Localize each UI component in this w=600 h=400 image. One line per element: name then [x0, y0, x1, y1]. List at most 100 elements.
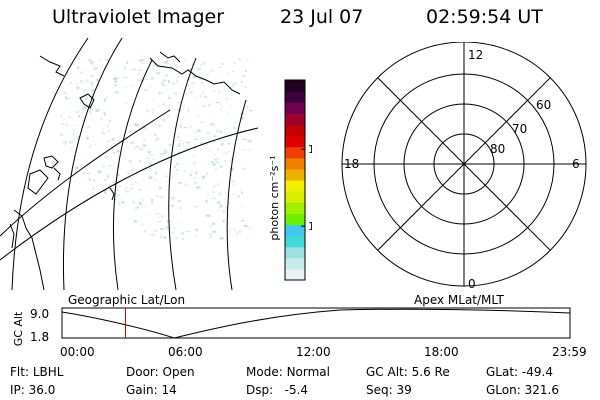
uv-speckle [172, 196, 176, 199]
uv-speckle [242, 138, 247, 141]
uv-speckle [89, 111, 92, 114]
uv-speckle [214, 159, 217, 162]
uv-speckle [135, 145, 139, 148]
seq-value: 39 [396, 383, 412, 397]
uv-speckle [206, 172, 208, 176]
longitude-line [63, 38, 123, 290]
uv-speckle [218, 90, 220, 94]
uv-speckle [179, 207, 183, 209]
uv-speckle [173, 92, 177, 94]
uv-speckle [120, 129, 122, 131]
colorbar-frame [284, 79, 306, 281]
uv-speckle [127, 176, 131, 179]
uv-speckle [193, 154, 196, 158]
uv-speckle [173, 227, 176, 230]
uv-speckle [158, 125, 162, 127]
filter-value: LBHL [32, 365, 64, 379]
uv-speckle [244, 224, 248, 228]
uv-speckle [209, 233, 213, 236]
uv-speckle [170, 204, 175, 208]
uv-speckle [104, 156, 107, 158]
uv-speckle [93, 143, 97, 146]
uv-speckle [171, 231, 174, 234]
uv-speckle [184, 184, 188, 186]
uv-speckle [204, 95, 207, 98]
coastline [159, 51, 181, 63]
latitude-line [0, 109, 171, 237]
uv-speckle [87, 172, 90, 175]
uv-speckle [215, 101, 220, 104]
coastline [9, 223, 15, 249]
uv-speckle [183, 170, 187, 172]
uv-speckle [142, 144, 147, 147]
uv-speckle [168, 96, 171, 100]
uv-speckle [217, 183, 220, 186]
uv-speckle [231, 84, 234, 88]
uv-speckle [130, 183, 134, 185]
uv-speckle [160, 235, 163, 238]
uv-speckle [77, 138, 80, 140]
colorbar-block [285, 135, 305, 148]
uv-speckle [230, 234, 233, 236]
uv-speckle [87, 180, 91, 182]
uv-speckle [114, 80, 118, 83]
uv-speckle [247, 149, 251, 151]
uv-speckle [209, 225, 213, 227]
uv-speckle [212, 134, 216, 137]
colorbar-block [285, 224, 305, 237]
uv-speckle [127, 171, 129, 174]
altitude-curve [61, 308, 571, 339]
uv-speckle [130, 142, 135, 145]
uv-speckle [82, 92, 85, 94]
uv-speckle [173, 166, 176, 168]
uv-speckle [237, 230, 242, 233]
uv-speckle [221, 105, 224, 108]
uv-speckle [117, 146, 119, 148]
instrument-title: Ultraviolet Imager [52, 6, 225, 28]
uv-speckle [146, 157, 151, 159]
uv-speckle [210, 197, 212, 199]
uv-speckle [241, 206, 243, 209]
uv-speckle [155, 213, 160, 215]
uv-speckle [159, 233, 162, 235]
uv-speckle [164, 175, 166, 177]
uv-speckle [132, 68, 136, 71]
uv-speckle [187, 230, 191, 233]
glat-info: GLat: -49.4 [486, 365, 553, 379]
uv-speckle [185, 230, 190, 233]
uv-speckle [75, 111, 80, 114]
uv-speckle [66, 98, 70, 100]
uv-speckle [244, 129, 246, 132]
uv-speckle [194, 164, 196, 166]
uv-speckle [86, 126, 91, 129]
uv-speckle [161, 82, 164, 85]
uv-speckle [244, 117, 246, 119]
altitude-xtick: 18:00 [424, 345, 459, 359]
uv-speckle [181, 232, 185, 235]
island [43, 155, 59, 169]
longitude-line [226, 99, 247, 290]
uv-speckle [111, 138, 115, 142]
uv-speckle [233, 126, 237, 130]
uv-speckle [240, 192, 243, 194]
uv-speckle [211, 69, 214, 72]
uv-speckle [152, 111, 155, 114]
uv-speckle [65, 123, 69, 126]
uv-speckle [193, 131, 197, 134]
uv-speckle [241, 74, 246, 77]
uv-speckle [208, 103, 211, 107]
uv-speckle [182, 237, 184, 240]
uv-speckle [103, 98, 106, 102]
uv-speckle [80, 71, 83, 74]
glon-value: 321.6 [524, 383, 559, 397]
uv-speckle [212, 90, 217, 92]
uv-speckle [166, 180, 170, 182]
uv-speckle [197, 115, 199, 118]
uv-speckle [227, 113, 229, 115]
uv-speckle [130, 161, 132, 165]
uv-speckle [141, 174, 143, 176]
uv-speckle [100, 117, 103, 121]
gain-info: Gain: 14 [126, 383, 177, 397]
uv-speckle [153, 158, 155, 161]
uv-speckle [138, 69, 143, 71]
